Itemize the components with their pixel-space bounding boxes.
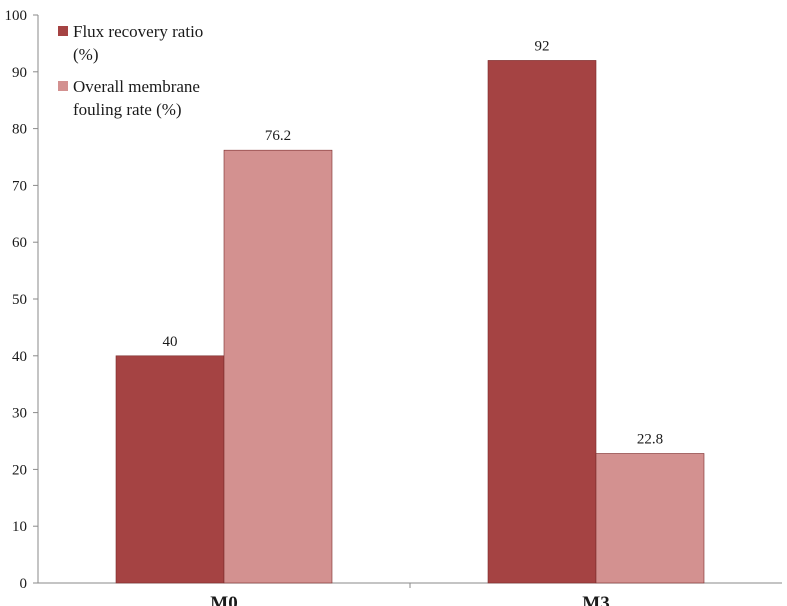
y-tick-label: 0 — [20, 576, 28, 592]
y-tick-label: 10 — [12, 519, 27, 535]
data-label-m0-series-2: 76.2 — [265, 128, 291, 144]
y-tick-label: 100 — [5, 8, 28, 24]
legend-label-series-2-line-2: fouling rate (%) — [73, 100, 182, 119]
x-category-label: M0 — [210, 593, 237, 606]
data-label-m3-series-2: 22.8 — [637, 431, 663, 447]
y-tick-label: 50 — [12, 292, 27, 308]
y-tick-label: 30 — [12, 406, 27, 422]
y-tick-label: 40 — [12, 349, 27, 365]
y-axis-ticks: 0 10 20 30 40 50 60 70 80 90 100 — [5, 8, 38, 592]
data-labels: 40 76.2 92 22.8 — [163, 38, 664, 447]
data-label-m0-series-1: 40 — [163, 334, 178, 350]
bar-m3-series-2 — [595, 453, 705, 584]
bar-m3-series-1 — [487, 60, 597, 584]
legend-label-series-1-line-1: Flux recovery ratio — [73, 22, 203, 41]
y-tick-label: 70 — [12, 178, 27, 194]
data-label-m3-series-1: 92 — [535, 38, 550, 54]
legend: Flux recovery ratio (%) Overall membrane fo… — [58, 22, 203, 119]
legend-swatch-series-2 — [58, 81, 68, 91]
y-tick-label: 20 — [12, 462, 27, 478]
chart-bars — [115, 60, 705, 584]
x-axis-category-labels: M0 M3 — [210, 593, 609, 606]
legend-swatch-series-1 — [58, 26, 68, 36]
bar-m0-series-2 — [223, 149, 333, 584]
legend-label-series-1-line-2: (%) — [73, 45, 98, 64]
bar-m0-series-1 — [115, 355, 225, 584]
y-tick-label: 90 — [12, 65, 27, 81]
x-category-label: M3 — [582, 593, 609, 606]
y-tick-label: 60 — [12, 235, 27, 251]
y-tick-label: 80 — [12, 122, 27, 138]
legend-label-series-2-line-1: Overall membrane — [73, 77, 200, 96]
